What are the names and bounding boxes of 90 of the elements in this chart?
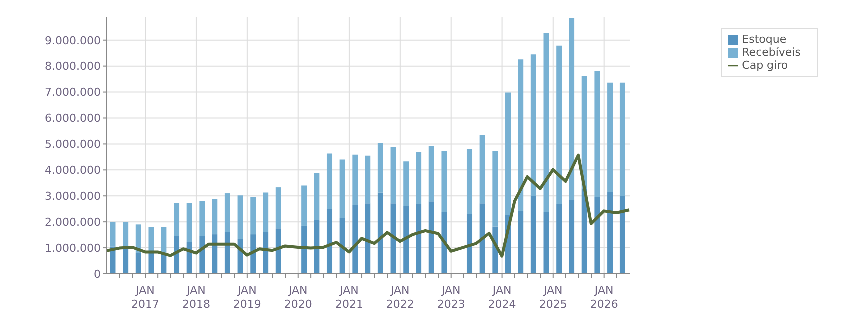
bar [276, 188, 282, 229]
bar [378, 192, 384, 274]
bar [608, 192, 614, 274]
bar [148, 253, 154, 274]
x-tick-label: JAN 2024 [488, 284, 516, 312]
bar [340, 160, 346, 218]
bar [250, 234, 256, 274]
bar [416, 204, 422, 274]
x-tick-label: JAN 2022 [386, 284, 414, 312]
y-tick-label: 9.000.000 [45, 34, 101, 48]
bar [365, 204, 371, 274]
bar [390, 204, 396, 274]
bar [428, 202, 434, 274]
bar [416, 152, 422, 204]
bar [174, 203, 180, 236]
bar [390, 147, 396, 204]
bar [136, 253, 142, 274]
bar [530, 54, 536, 196]
bar [518, 60, 524, 212]
bar [352, 154, 358, 206]
x-tick-label: JAN 2026 [590, 284, 618, 312]
y-tick-label: 7.000.000 [45, 86, 101, 100]
bar [186, 203, 192, 242]
bar [594, 197, 600, 274]
bar [608, 82, 614, 192]
x-tick-label: JAN 2023 [437, 284, 466, 312]
bar [238, 196, 244, 240]
bar [466, 214, 473, 274]
bar [276, 228, 282, 274]
legend-label: Cap giro [742, 59, 788, 72]
bar [340, 218, 346, 274]
y-tick-label: 3.000.000 [45, 190, 101, 204]
bar [110, 222, 116, 247]
bar [404, 206, 410, 274]
bar [326, 154, 333, 210]
bar [480, 135, 486, 204]
bar [224, 232, 230, 274]
bar [428, 146, 434, 202]
legend-label: Recebíveis [742, 46, 801, 59]
bar [569, 200, 575, 274]
bar [530, 196, 536, 274]
x-tick-label: JAN 2020 [284, 284, 312, 312]
bar [352, 205, 358, 274]
bar [326, 209, 333, 274]
bar [161, 227, 167, 253]
bar [442, 212, 448, 274]
bar [466, 149, 473, 214]
bar [200, 201, 206, 236]
bar [620, 196, 626, 274]
bar [620, 82, 626, 196]
x-tick-label: JAN 2025 [539, 284, 568, 312]
bar [544, 212, 550, 274]
bar [250, 197, 256, 235]
y-tick-label: 8.000.000 [45, 60, 101, 74]
line-series [107, 154, 630, 258]
y-tick-label: 1.000.000 [45, 242, 101, 255]
bar [556, 46, 562, 204]
bar [582, 76, 588, 189]
bar [480, 204, 486, 274]
x-tick-label: JAN 2021 [335, 284, 364, 312]
bar [404, 162, 410, 207]
bar [506, 92, 512, 216]
x-tick-label: JAN 2018 [182, 284, 210, 312]
y-tick-label: 4.000.000 [45, 164, 101, 178]
bar [263, 192, 269, 232]
bar [224, 194, 230, 232]
bar [212, 199, 218, 235]
bar [314, 220, 320, 274]
bar [492, 151, 498, 227]
bar [594, 71, 600, 198]
bar [365, 156, 371, 204]
bar [569, 18, 575, 200]
bar [212, 234, 218, 274]
bar [302, 186, 308, 226]
x-tick-label: JAN 2019 [233, 284, 262, 312]
y-tick-label: 0 [94, 268, 101, 281]
bar [314, 173, 320, 220]
bar [302, 226, 308, 274]
bar [442, 150, 448, 212]
bar [556, 204, 562, 274]
y-tick-label: 5.000.000 [45, 138, 101, 152]
bar [123, 222, 129, 247]
y-tick-label: 6.000.000 [45, 112, 101, 126]
bar [544, 33, 550, 212]
bar [378, 143, 384, 193]
y-tick-label: 2.000.000 [45, 216, 101, 229]
legend-label: Estoque [742, 33, 787, 46]
bar [518, 211, 524, 274]
x-tick-label: JAN 2017 [132, 284, 160, 312]
bar [263, 232, 269, 274]
